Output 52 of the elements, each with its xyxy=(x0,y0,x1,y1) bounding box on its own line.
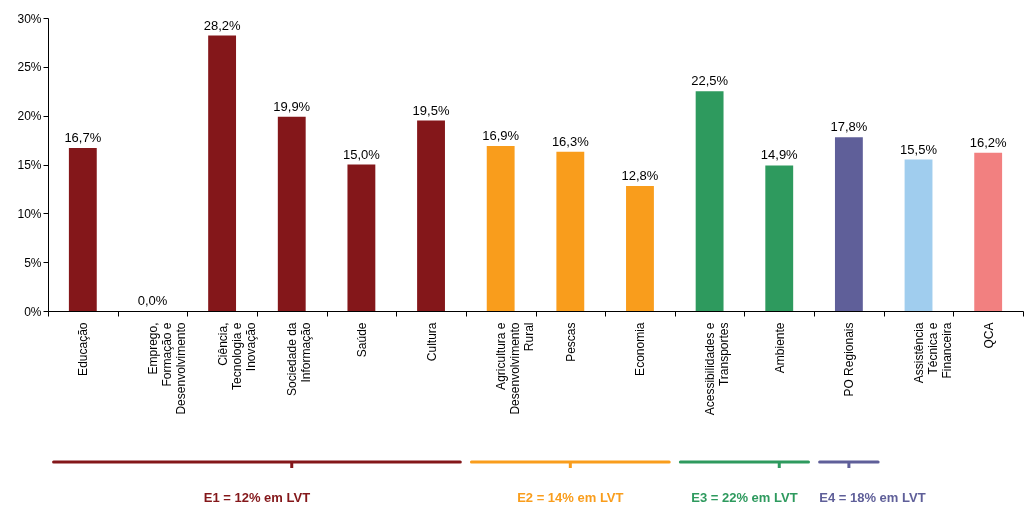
x-tick-label: Acessibilidades e Transportes xyxy=(703,322,732,416)
bar xyxy=(417,120,445,311)
x-tick-label: Ciência, Tecnologia e Inovação xyxy=(215,322,258,390)
text: E1 = 12% em LVT xyxy=(203,490,311,505)
data-label: 12,8% xyxy=(621,167,659,183)
data-label: 16,3% xyxy=(551,133,590,149)
data-label: 16,9% xyxy=(482,127,520,143)
text: E2 = 14% em LVT xyxy=(517,490,624,505)
data-label: 0,0% xyxy=(137,293,168,308)
y-tick-label: 5% xyxy=(24,255,42,270)
x-tick-label: Saúde xyxy=(354,322,369,358)
data-label: 17,8% xyxy=(830,119,868,135)
y-tick-label: 30% xyxy=(17,11,42,26)
text: E3 = 22% em LVT xyxy=(691,490,798,505)
text: E4 = 18% em LVT xyxy=(819,490,926,505)
x-tick-label: Sociedade da Informação xyxy=(285,322,314,396)
x-tick-label: Ambiente xyxy=(772,322,787,374)
bar xyxy=(556,151,585,311)
bar xyxy=(834,137,863,311)
y-tick-label: 20% xyxy=(17,109,42,124)
y-tick-label: 0% xyxy=(24,304,42,319)
y-tick-label: 10% xyxy=(17,206,42,221)
data-label: 16,7% xyxy=(64,129,102,145)
y-tick-label: 25% xyxy=(17,60,42,75)
data-label: 19,9% xyxy=(273,98,311,114)
bar xyxy=(765,165,794,311)
x-tick-label: Emprego, Formação e Desenvolvimento xyxy=(145,322,188,415)
x-tick-label: PO Regionais xyxy=(842,322,857,397)
y-tick-label: 15% xyxy=(17,158,42,172)
data-label: 19,5% xyxy=(412,102,450,118)
data-label: 15,0% xyxy=(342,146,381,162)
x-tick-label: QCA xyxy=(981,322,996,349)
bar xyxy=(695,91,724,311)
bar xyxy=(277,116,306,311)
bar xyxy=(68,147,97,311)
x-tick-label: Educação xyxy=(76,322,91,376)
data-label: 14,9% xyxy=(760,147,799,163)
bar xyxy=(974,152,1003,311)
bar xyxy=(208,35,237,311)
bar xyxy=(486,145,515,311)
x-tick-label: Cultura xyxy=(424,322,439,362)
bar xyxy=(904,159,933,311)
x-tick-label: Economia xyxy=(633,322,648,376)
data-label: 16,2% xyxy=(969,134,1008,150)
data-label: 15,5% xyxy=(900,141,938,157)
x-tick-label: Assistência Técnica e Financeira xyxy=(912,322,955,384)
x-tick-label: Agricultura e Desenvolvimento Rural xyxy=(494,322,537,415)
x-tick-label: Pescas xyxy=(563,322,578,362)
bar xyxy=(347,164,376,311)
data-label: 28,2% xyxy=(203,17,241,33)
bar xyxy=(626,185,654,311)
data-label: 22,5% xyxy=(691,73,729,89)
